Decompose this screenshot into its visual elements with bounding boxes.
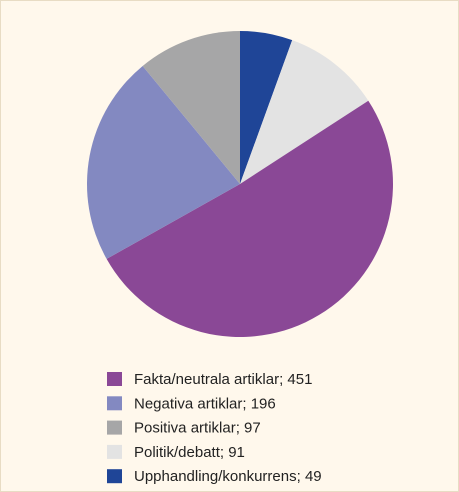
legend-label: Fakta/neutrala artiklar; 451 <box>134 371 312 388</box>
legend-label: Upphandling/konkurrens; 49 <box>134 468 322 485</box>
pie-slice <box>240 31 293 184</box>
legend-swatch <box>107 372 122 386</box>
pie-slice <box>240 40 369 185</box>
legend-label: Negativa artiklar; 196 <box>134 395 276 412</box>
pie-slice <box>86 65 240 259</box>
pie-slice <box>142 31 240 184</box>
legend-swatch <box>107 444 122 459</box>
legend-label: Politik/debatt; 91 <box>134 444 245 461</box>
legend-swatch <box>107 469 122 484</box>
legend-label: Positiva artiklar; 97 <box>134 420 261 437</box>
pie-slice <box>106 100 393 337</box>
legend-swatch <box>107 420 122 435</box>
legend-swatch <box>107 396 122 411</box>
